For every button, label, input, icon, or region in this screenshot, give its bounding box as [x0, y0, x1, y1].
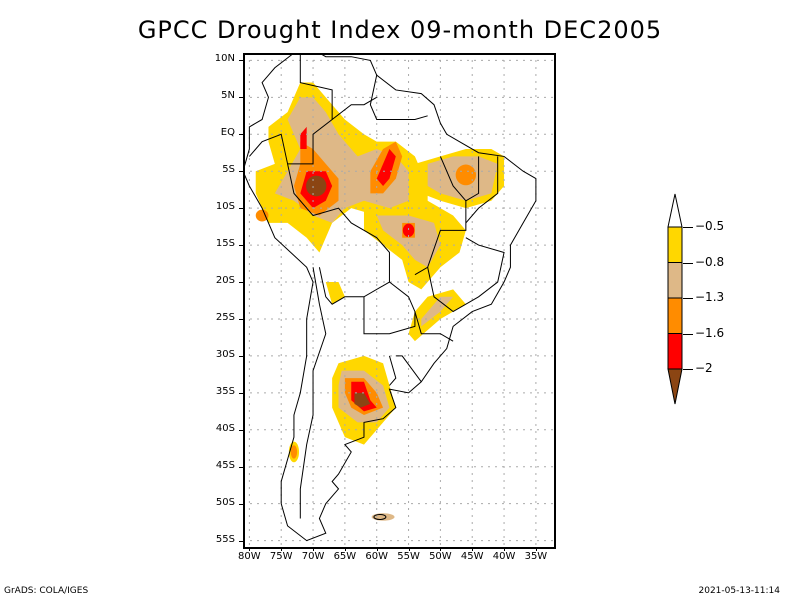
- colorbar-label: −0.5: [695, 219, 725, 233]
- country-border: [248, 133, 289, 164]
- country-border: [299, 267, 327, 519]
- y-tick-label: 50S: [215, 496, 235, 508]
- colorbar: [667, 193, 683, 405]
- y-tick: [239, 503, 244, 505]
- y-tick: [239, 282, 244, 284]
- colorbar-segment: [667, 333, 683, 370]
- colorbar-tick: [683, 298, 693, 299]
- colorbar-tick: [683, 227, 693, 228]
- y-tick-label: 20S: [215, 275, 235, 287]
- country-border: [369, 75, 428, 120]
- footer-credit: GrADS: COLA/IGES: [4, 586, 89, 596]
- colorbar-label: −2: [695, 361, 713, 375]
- y-tick: [239, 466, 244, 468]
- drought-area-tan: [371, 513, 395, 521]
- drought-area-tan: [376, 215, 441, 268]
- drought-area-yellow: [408, 289, 466, 342]
- colorbar-segment: [667, 262, 683, 299]
- x-tick-label: 65W: [333, 551, 357, 562]
- y-tick-label: 35S: [215, 385, 235, 397]
- colorbar-tick: [683, 262, 693, 264]
- country-border: [395, 355, 422, 383]
- y-tick-label: EQ: [220, 127, 235, 139]
- x-tick-label: 55W: [397, 551, 420, 562]
- y-tick: [239, 97, 244, 99]
- colorbar-label: −1.3: [695, 290, 725, 304]
- x-tick: [376, 547, 378, 551]
- x-tick: [249, 547, 251, 551]
- y-tick-label: 5S: [222, 164, 235, 176]
- y-tick-label: 55S: [215, 533, 235, 545]
- y-tick-label: 5N: [221, 90, 235, 102]
- country-border: [286, 53, 390, 305]
- colorbar-segment: [667, 226, 683, 263]
- y-tick: [239, 245, 244, 247]
- x-tick: [313, 547, 315, 551]
- y-tick: [239, 318, 244, 320]
- country-border: [363, 281, 416, 335]
- colorbar-tick: [683, 333, 693, 335]
- x-tick: [408, 547, 410, 551]
- colorbar-arrow-top: [667, 193, 683, 228]
- x-tick-label: 70W: [301, 551, 325, 562]
- y-tick: [239, 429, 244, 431]
- drought-area-orange: [255, 209, 269, 222]
- y-tick-label: 10S: [215, 201, 235, 213]
- y-tick-label: 15S: [215, 238, 235, 250]
- country-border: [465, 156, 480, 202]
- chart-title: GPCC Drought Index 09-month DEC2005: [137, 16, 663, 44]
- drought-area-tan: [421, 296, 454, 327]
- country-border: [414, 156, 467, 276]
- country-border: [465, 156, 499, 224]
- y-tick-label: 25S: [215, 311, 235, 323]
- colorbar-label: −0.8: [695, 254, 725, 269]
- coastlines: [243, 53, 537, 542]
- x-tick-label: 45W: [460, 551, 484, 562]
- x-tick: [472, 547, 474, 551]
- continent-coastline: [243, 53, 537, 542]
- y-tick-label: 30S: [215, 348, 235, 360]
- y-tick-label: 45S: [215, 459, 235, 471]
- x-tick: [504, 547, 506, 551]
- y-tick: [239, 392, 244, 394]
- y-tick: [239, 355, 244, 357]
- drought-area-brown: [354, 392, 371, 408]
- x-tick-label: 40W: [492, 551, 516, 562]
- colorbar-tick: [683, 369, 693, 370]
- y-tick: [239, 540, 244, 542]
- x-tick-label: 75W: [269, 551, 293, 562]
- colorbar-arrow-bottom: [667, 368, 683, 405]
- x-tick: [535, 547, 537, 551]
- y-tick: [239, 171, 244, 173]
- x-tick-label: 60W: [365, 551, 389, 562]
- y-tick-label: 40S: [215, 422, 235, 434]
- country-border: [331, 96, 377, 120]
- country-border: [414, 311, 454, 342]
- colorbar-segment: [667, 297, 683, 334]
- country-border: [427, 237, 505, 313]
- falkland-islands: [373, 513, 387, 520]
- x-tick: [344, 547, 346, 551]
- drought-area-red: [376, 149, 396, 186]
- x-tick-label: 80W: [238, 551, 261, 562]
- drought-area-orange: [290, 445, 298, 459]
- x-tick: [281, 547, 283, 551]
- drought-fills: [255, 82, 505, 521]
- x-tick-label: 35W: [524, 551, 548, 562]
- x-tick: [440, 547, 442, 551]
- y-tick: [239, 134, 244, 136]
- y-tick: [239, 60, 244, 62]
- footer-timestamp: 2021-05-13-11:14: [698, 586, 781, 596]
- drought-area-yellow: [325, 282, 345, 305]
- y-tick-label: 10N: [214, 53, 235, 65]
- drought-area-brown: [306, 175, 327, 197]
- y-tick: [239, 208, 244, 210]
- drought-area-orange: [455, 164, 477, 186]
- colorbar-label: −1.6: [695, 325, 725, 340]
- drought-area-red: [402, 223, 415, 237]
- map-plot: [243, 53, 555, 548]
- country-border: [388, 355, 397, 386]
- x-tick-label: 50W: [429, 551, 452, 562]
